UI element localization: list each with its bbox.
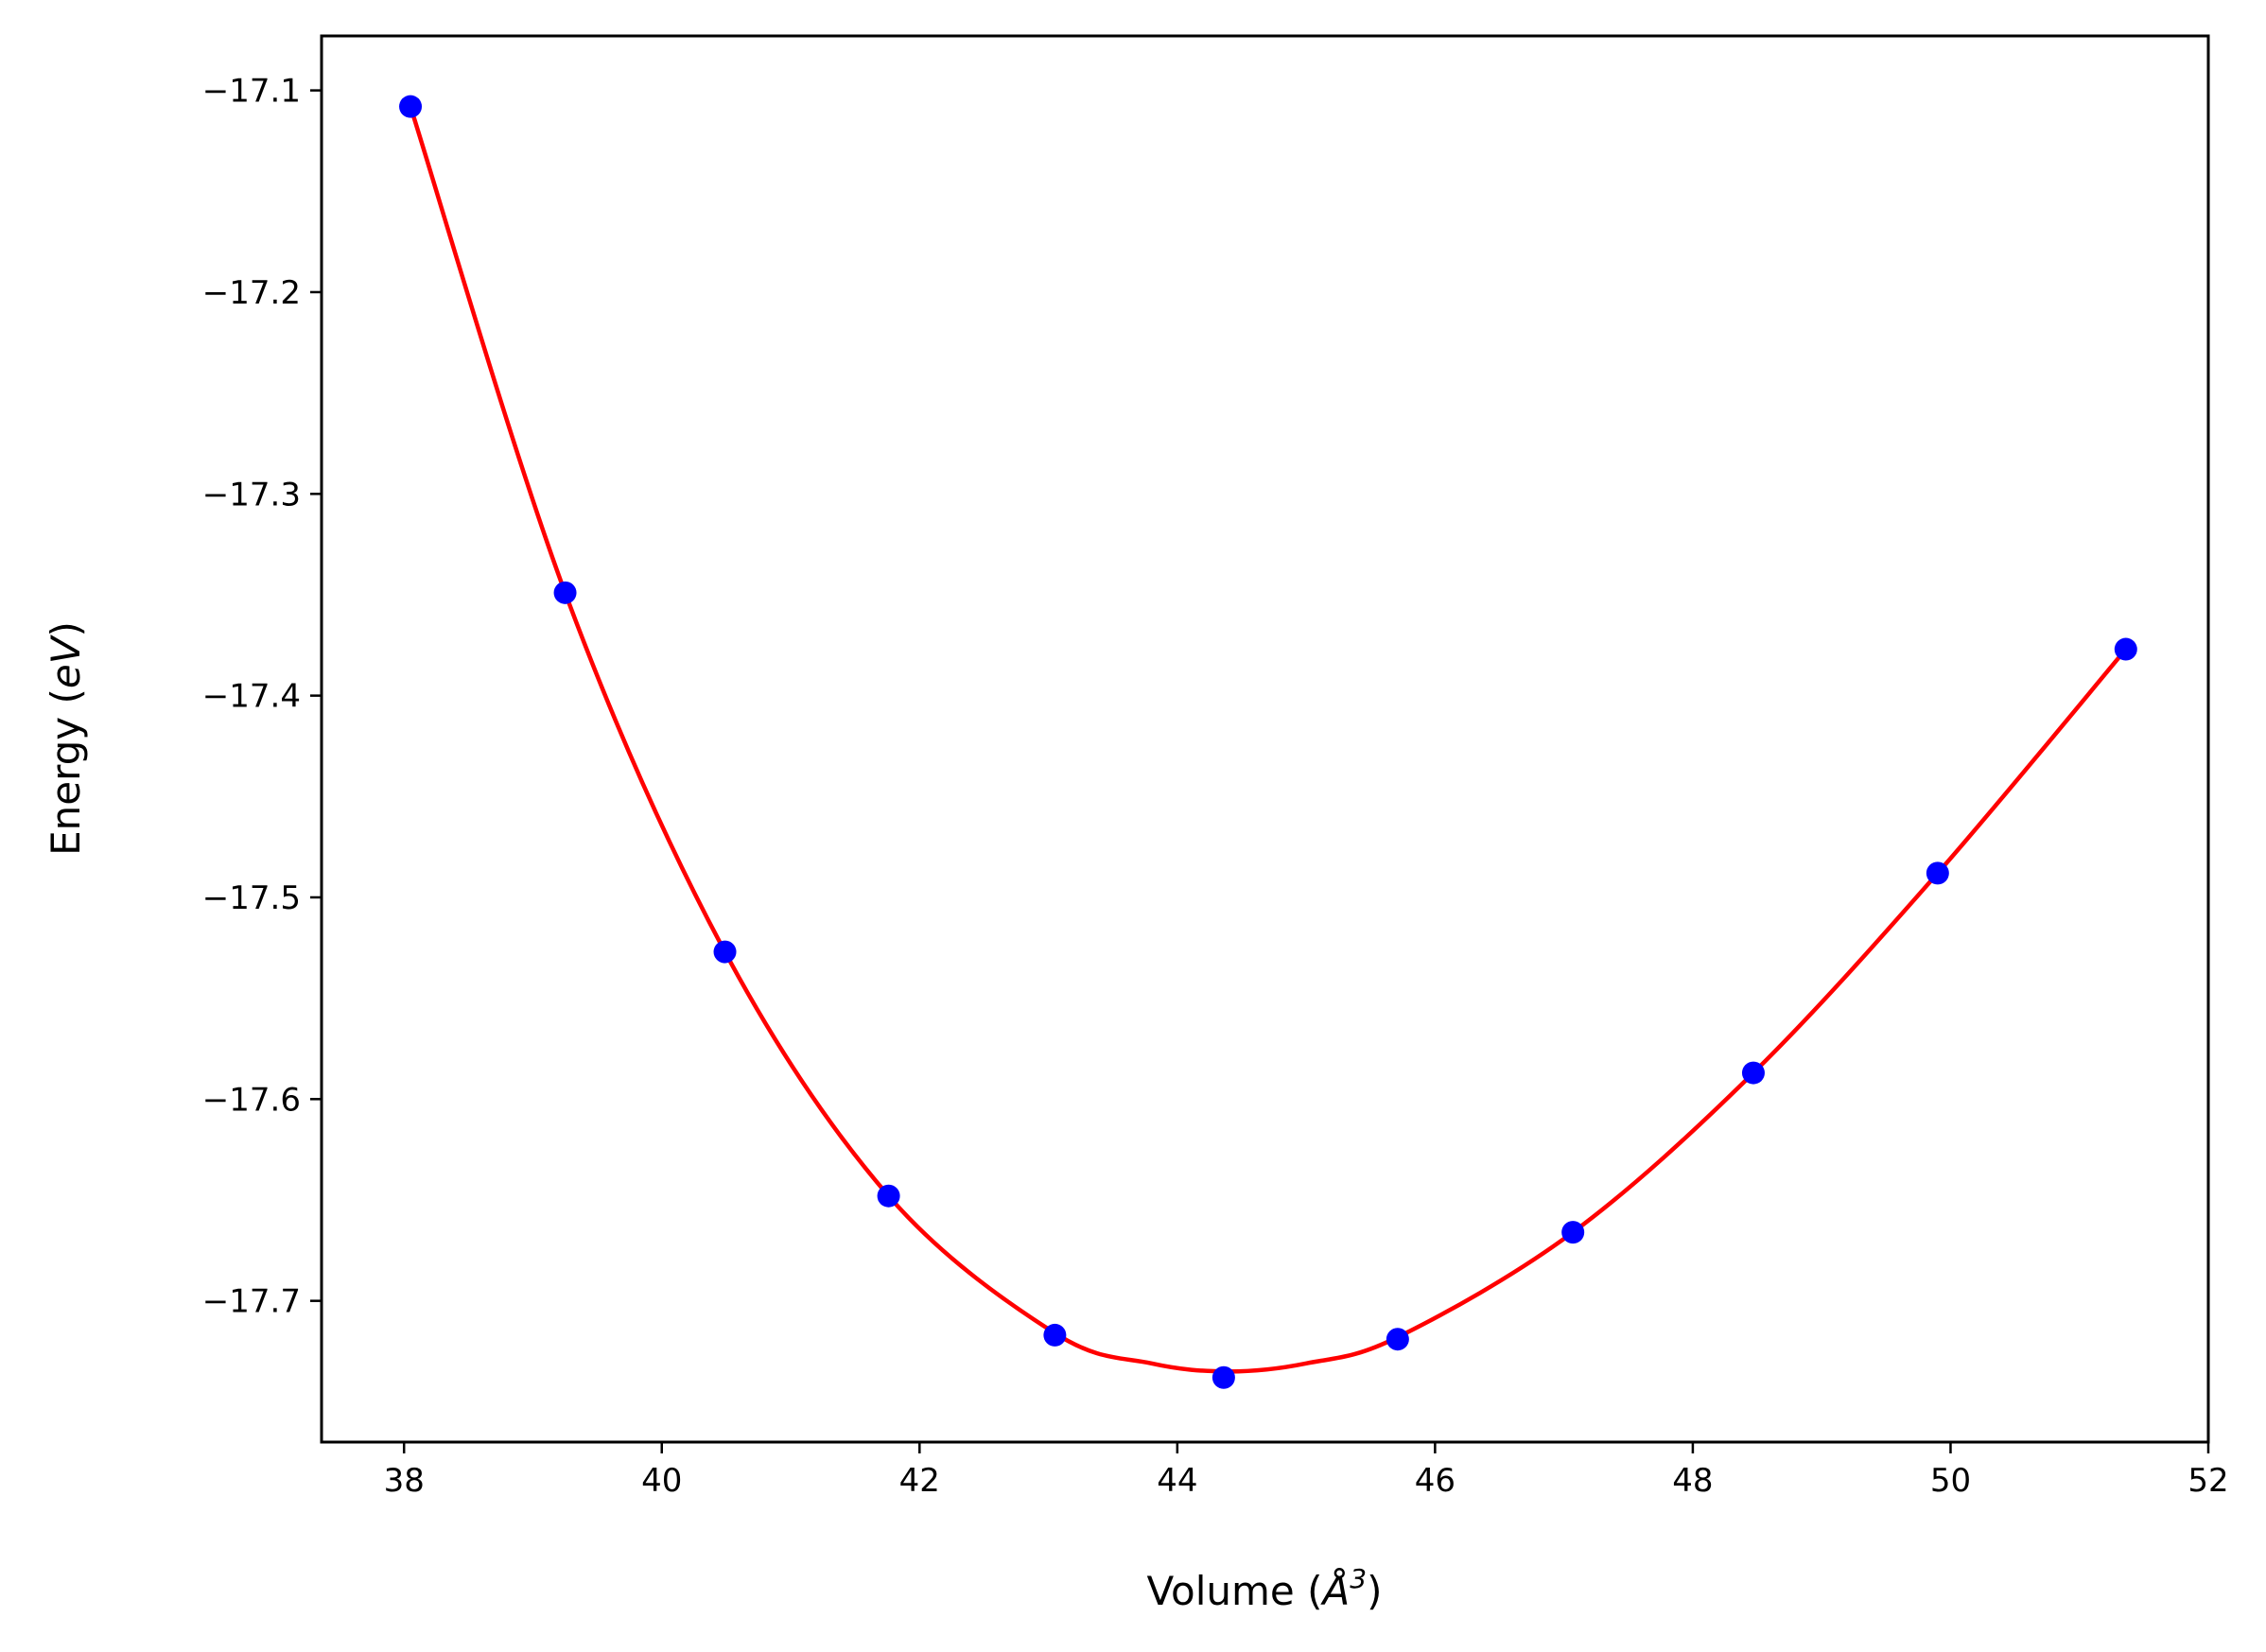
y-tick-label: −17.5 [202, 879, 301, 917]
data-point [1741, 1061, 1765, 1085]
data-point [2114, 637, 2137, 661]
x-tick-label: 50 [1930, 1462, 1971, 1500]
y-tick-label: −17.1 [202, 73, 301, 111]
x-tick-label: 48 [1672, 1462, 1713, 1500]
data-point [1386, 1328, 1409, 1351]
y-tick-label: −17.4 [202, 678, 301, 716]
y-tick-label: −17.3 [202, 476, 301, 513]
y-tick-label: −17.6 [202, 1081, 301, 1119]
x-tick-label: 46 [1415, 1462, 1455, 1500]
fit-curve [408, 105, 2128, 1374]
data-point [1561, 1221, 1585, 1244]
x-tick-label: 38 [384, 1462, 425, 1500]
data-point [553, 581, 577, 604]
data-point [1926, 861, 1949, 885]
x-tick-label: 40 [641, 1462, 682, 1500]
data-point [713, 940, 737, 964]
axes-frame [320, 34, 2210, 1444]
y-tick-label: −17.2 [202, 274, 301, 312]
x-tick-label: 42 [899, 1462, 940, 1500]
x-tick-label: 44 [1157, 1462, 1197, 1500]
y-tick-label: −17.7 [202, 1283, 301, 1321]
y-axis-label: Energy (eV) [43, 621, 89, 856]
x-axis-label: Volume (Å3) [1147, 1563, 1383, 1614]
data-point [1211, 1365, 1235, 1389]
x-tick-label: 52 [2188, 1462, 2228, 1500]
data-point [399, 95, 423, 118]
data-point [877, 1184, 900, 1208]
data-point [1043, 1323, 1067, 1347]
